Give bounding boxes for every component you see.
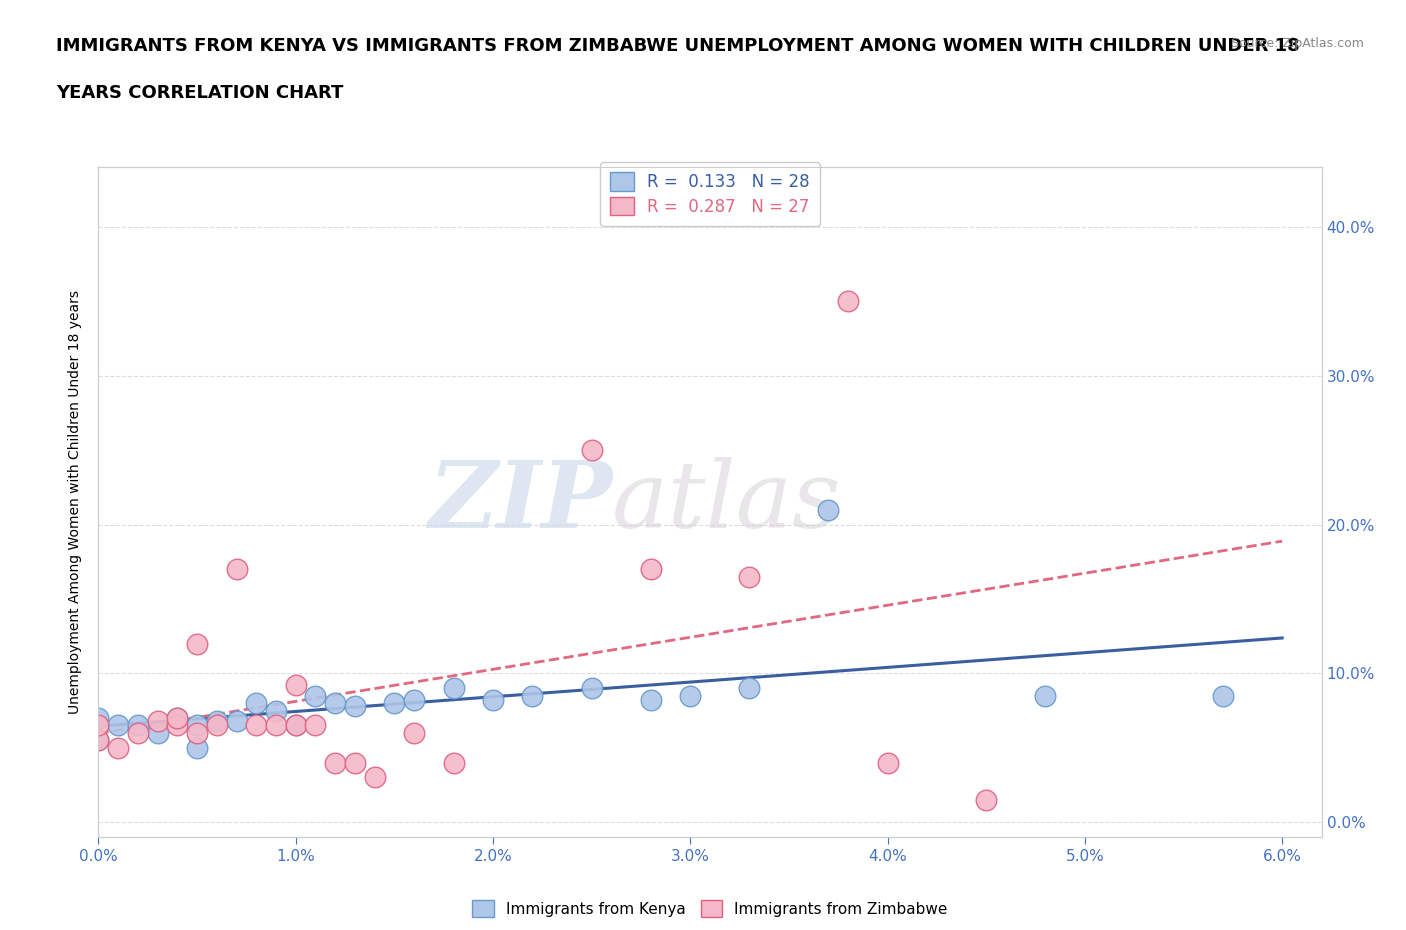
Legend: Immigrants from Kenya, Immigrants from Zimbabwe: Immigrants from Kenya, Immigrants from Z… — [467, 895, 953, 923]
Point — [127, 718, 149, 733]
Point — [87, 718, 110, 733]
Point — [304, 688, 326, 703]
Point — [522, 688, 544, 703]
Point — [1212, 688, 1234, 703]
Point — [304, 718, 326, 733]
Point — [127, 725, 149, 740]
Point — [264, 703, 287, 718]
Point — [640, 562, 662, 577]
Point — [738, 681, 761, 696]
Point — [186, 725, 208, 740]
Point — [581, 681, 603, 696]
Point — [284, 718, 307, 733]
Point — [817, 502, 839, 517]
Point — [87, 733, 110, 748]
Point — [205, 718, 228, 733]
Point — [146, 713, 169, 728]
Point — [186, 718, 208, 733]
Point — [245, 696, 267, 711]
Point — [443, 755, 465, 770]
Point — [186, 636, 208, 651]
Point — [186, 740, 208, 755]
Point — [876, 755, 898, 770]
Point — [404, 693, 426, 708]
Point — [205, 713, 228, 728]
Point — [738, 569, 761, 584]
Point — [166, 718, 188, 733]
Point — [382, 696, 405, 711]
Point — [107, 740, 129, 755]
Text: Source: ZipAtlas.com: Source: ZipAtlas.com — [1230, 37, 1364, 50]
Point — [323, 755, 346, 770]
Text: IMMIGRANTS FROM KENYA VS IMMIGRANTS FROM ZIMBABWE UNEMPLOYMENT AMONG WOMEN WITH : IMMIGRANTS FROM KENYA VS IMMIGRANTS FROM… — [56, 37, 1301, 55]
Point — [284, 718, 307, 733]
Point — [363, 770, 385, 785]
Point — [166, 711, 188, 725]
Point — [284, 678, 307, 693]
Point — [343, 755, 366, 770]
Point — [107, 718, 129, 733]
Point — [323, 696, 346, 711]
Point — [245, 718, 267, 733]
Point — [264, 718, 287, 733]
Text: YEARS CORRELATION CHART: YEARS CORRELATION CHART — [56, 84, 343, 101]
Text: ZIP: ZIP — [427, 458, 612, 547]
Point — [679, 688, 702, 703]
Point — [404, 725, 426, 740]
Point — [640, 693, 662, 708]
Point — [225, 713, 247, 728]
Point — [225, 562, 247, 577]
Point — [837, 294, 859, 309]
Point — [1035, 688, 1057, 703]
Point — [343, 698, 366, 713]
Y-axis label: Unemployment Among Women with Children Under 18 years: Unemployment Among Women with Children U… — [69, 290, 83, 714]
Point — [87, 711, 110, 725]
Point — [87, 733, 110, 748]
Point — [482, 693, 505, 708]
Point — [974, 792, 997, 807]
Point — [166, 711, 188, 725]
Point — [443, 681, 465, 696]
Text: atlas: atlas — [612, 458, 842, 547]
Point — [581, 443, 603, 458]
Point — [146, 725, 169, 740]
